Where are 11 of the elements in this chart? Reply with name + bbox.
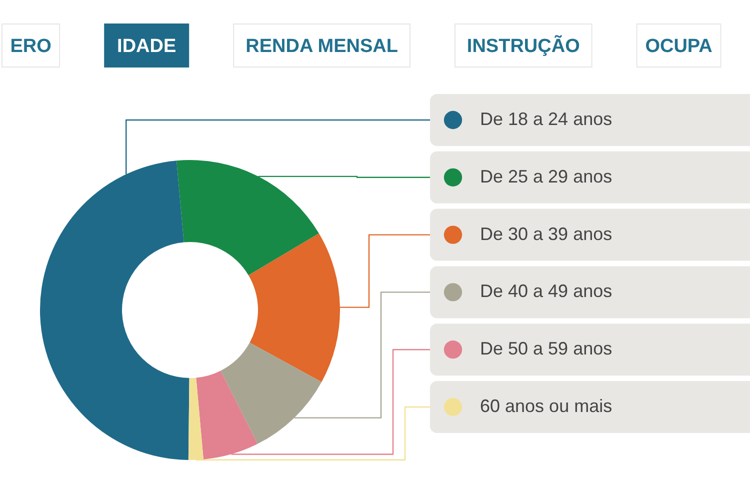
text: RENDA MENSAL <box>246 36 398 57</box>
text: INSTRUÇÃO <box>466 35 580 57</box>
legend-label: De 25 a 29 anos <box>480 166 612 186</box>
legend-label: De 50 a 59 anos <box>480 338 612 359</box>
legend-label: De 30 a 39 anos <box>480 224 612 244</box>
text: OCUPA <box>645 36 713 57</box>
legend-label: 60 anos ou mais <box>480 396 612 416</box>
legend-label: De 18 a 24 anos <box>480 109 612 129</box>
legend-label: De 40 a 49 anos <box>480 281 612 302</box>
chart-title: IDADE <box>117 36 176 57</box>
text: ERO <box>10 36 52 57</box>
